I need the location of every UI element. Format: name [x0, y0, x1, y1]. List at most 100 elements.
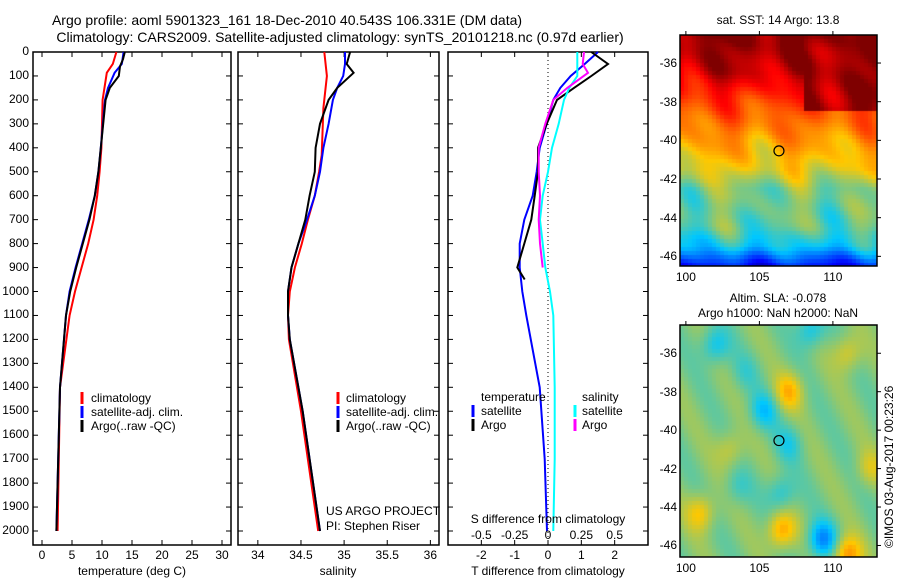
- map-lat-label: -40: [659, 133, 677, 148]
- depth-tick-label: 200: [8, 91, 29, 106]
- map-lat-label: -38: [659, 94, 677, 109]
- panel-frame-1: [237, 51, 440, 546]
- x-tick-label: 5: [68, 548, 76, 562]
- x-tick-label: 35.5: [375, 548, 399, 562]
- legend-satellite-adj: satellite-adj. clim.: [91, 405, 184, 419]
- map-lat-label: -44: [659, 210, 677, 225]
- legend-argo: Argo(..raw -QC): [346, 419, 431, 433]
- x2-tick-label: 0.5: [606, 528, 623, 542]
- project-annotation: US ARGO PROJECT: [326, 504, 441, 518]
- map-lon-label: 110: [823, 561, 843, 575]
- series-salinity-satellite: [538, 52, 579, 532]
- credit-timestamp: ©IMOS 03-Aug-2017 00:23:26: [882, 385, 896, 548]
- legend-temperature-argo: Argo: [481, 418, 507, 432]
- sst-map-field: [680, 35, 877, 266]
- pi-annotation: PI: Stephen Riser: [326, 519, 421, 533]
- map-lat-label: -38: [659, 384, 677, 399]
- salinity-axis-title: salinity: [319, 564, 357, 578]
- depth-tick-label: 1000: [2, 283, 29, 298]
- legend-temperature-satellite: satellite: [481, 404, 522, 418]
- depth-tick-label: 1700: [2, 451, 29, 466]
- depth-tick-label: 1100: [3, 307, 29, 322]
- x-tick-label: 1: [577, 548, 585, 562]
- legend-salinity-heading: salinity: [582, 390, 619, 404]
- x-tick-label: 34: [251, 548, 265, 562]
- map-lat-label: -44: [659, 500, 677, 515]
- depth-tick-label: 900: [8, 259, 29, 274]
- series-argo-raw-qc-: [55, 51, 126, 532]
- argo-location-marker: [773, 145, 785, 157]
- map-lat-label: -36: [659, 56, 677, 71]
- map-lon-label: 105: [749, 561, 770, 575]
- figure-title-line1: Argo profile: aoml 5901323_161 18-Dec-20…: [51, 12, 523, 28]
- map-frame: [679, 34, 878, 267]
- x-tick-label: 2: [611, 548, 618, 562]
- map-lat-label: -46: [659, 538, 677, 553]
- sla-map-title: Altim. SLA: -0.078: [729, 291, 827, 305]
- map-lat-label: -36: [659, 346, 677, 361]
- x2-tick-label: 0.25: [569, 528, 594, 542]
- t-diff-axis-title: T difference from climatology: [471, 564, 625, 578]
- depth-tick-label: 1800: [2, 475, 29, 490]
- depth-tick-label: 1400: [2, 379, 29, 394]
- x2-tick-label: -0.5: [470, 528, 492, 542]
- x-tick-label: 0: [38, 548, 46, 562]
- series-argo-raw-qc-: [287, 51, 355, 532]
- x-tick-label: 36: [423, 548, 438, 562]
- depth-tick-label: 800: [8, 235, 29, 250]
- x-tick-label: 34.5: [289, 548, 313, 562]
- x-tick-label: 20: [155, 548, 169, 562]
- map-lat-label: -40: [659, 423, 677, 438]
- legend-salinity-argo: Argo: [582, 418, 608, 432]
- depth-tick-label: 100: [8, 67, 29, 82]
- sst-map-title: sat. SST: 14 Argo: 13.8: [716, 13, 840, 27]
- series-salinity-argo: [537, 51, 590, 268]
- depth-tick-label: 700: [8, 211, 29, 226]
- depth-tick-label: 1500: [2, 403, 29, 418]
- legend-salinity-satellite: satellite: [582, 404, 623, 418]
- depth-tick-label: 1900: [2, 499, 29, 514]
- depth-tick-label: 300: [8, 115, 29, 130]
- map-lat-label: -42: [659, 461, 677, 476]
- argo-location-marker: [773, 434, 785, 447]
- map-lon-label: 100: [675, 561, 696, 575]
- map-lon-label: 100: [675, 270, 696, 284]
- x-tick-label: -1: [509, 548, 520, 562]
- figure-title-line2: Climatology: CARS2009. Satellite-adjuste…: [56, 29, 624, 45]
- s-diff-axis-title: S difference from climatology: [470, 512, 626, 526]
- map-lon-label: 110: [823, 270, 843, 284]
- x-tick-label: 25: [185, 548, 199, 562]
- depth-tick-label: 500: [8, 163, 29, 178]
- series-temperature-satellite: [518, 51, 599, 532]
- map-lat-label: -42: [659, 172, 677, 186]
- depth-tick-label: 2000: [2, 523, 29, 537]
- legend-temperature-heading: temperature: [481, 390, 546, 404]
- x2-tick-label: -0.25: [500, 528, 529, 542]
- sla-map-field: [680, 325, 877, 557]
- depth-tick-label: 0: [22, 44, 29, 58]
- depth-tick-label: 600: [8, 187, 29, 202]
- map-frame: [679, 324, 878, 558]
- temperature-axis-title: temperature (deg C): [77, 564, 187, 578]
- depth-tick-label: 1300: [2, 355, 29, 370]
- legend-climatology: climatology: [91, 391, 152, 405]
- legend-climatology: climatology: [346, 391, 407, 405]
- x-tick-label: -2: [475, 548, 487, 562]
- series-climatology: [286, 51, 328, 532]
- legend-satellite-adj: satellite-adj. clim.: [346, 405, 439, 419]
- depth-tick-label: 400: [8, 139, 29, 154]
- x-tick-label: 10: [95, 548, 109, 562]
- x-tick-label: 35: [337, 548, 351, 562]
- x-tick-label: 30: [215, 548, 229, 562]
- map-lat-label: -46: [659, 249, 677, 264]
- legend-argo: Argo(..raw -QC): [91, 419, 176, 433]
- series-climatology: [56, 51, 118, 532]
- depth-tick-label: 1600: [2, 427, 29, 442]
- sla-map-subtitle: Argo h1000: NaN h2000: NaN: [697, 306, 859, 320]
- depth-tick-label: 1200: [2, 331, 29, 346]
- x-tick-label: 15: [125, 548, 139, 562]
- x2-tick-label: 0: [544, 528, 552, 542]
